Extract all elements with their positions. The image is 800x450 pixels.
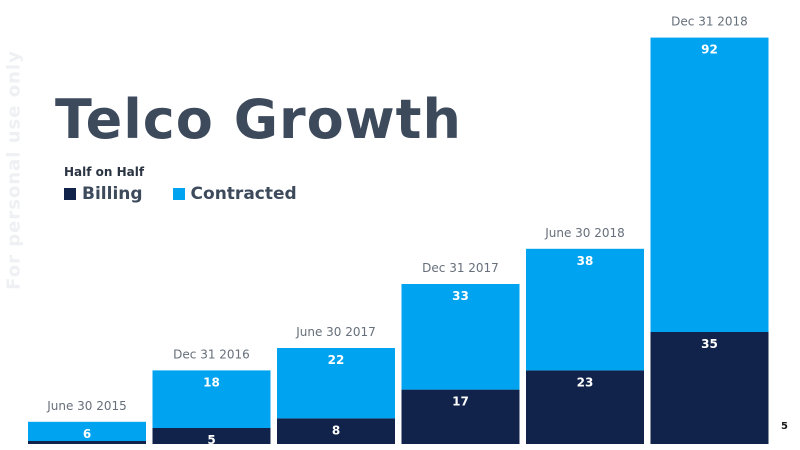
- period-label-dec-31-2016: Dec 31 2016: [173, 347, 250, 361]
- legend-item-contracted: Contracted: [172, 184, 297, 204]
- legend-swatch-contracted: [172, 188, 185, 200]
- legend-swatch-billing: [64, 188, 76, 200]
- legend-label-contracted: Contracted: [190, 184, 297, 204]
- bar-billing-june-30-2017: [277, 418, 395, 444]
- bar-billing-dec-31-2018: [650, 332, 769, 444]
- value-label-billing-june-30-2018: 23: [577, 375, 594, 389]
- legend: Billing Contracted: [64, 184, 327, 204]
- value-label-contracted-june-30-2017: 22: [328, 353, 345, 367]
- value-label-billing-dec-31-2016: 5: [207, 433, 215, 447]
- bar-contracted-dec-31-2016: [152, 370, 271, 428]
- bar-contracted-june-30-2017: [277, 348, 395, 419]
- value-label-billing-june-30-2017: 8: [332, 423, 340, 437]
- period-label-june-30-2018: June 30 2018: [544, 226, 625, 240]
- value-label-billing-dec-31-2017: 17: [452, 395, 469, 409]
- bar-billing-june-30-2015: [28, 441, 146, 444]
- bar-contracted-dec-31-2018: [650, 37, 769, 332]
- period-label-dec-31-2018: Dec 31 2018: [671, 15, 748, 29]
- legend-item-billing: Billing: [64, 184, 143, 204]
- period-label-dec-31-2017: Dec 31 2017: [422, 261, 499, 275]
- page-number: 5: [781, 421, 788, 432]
- legend-label-billing: Billing: [82, 184, 143, 204]
- period-label-june-30-2017: June 30 2017: [295, 325, 376, 339]
- bar-contracted-dec-31-2017: [401, 284, 520, 390]
- value-label-contracted-dec-31-2018: 92: [701, 43, 718, 57]
- period-label-june-30-2015: June 30 2015: [46, 399, 127, 413]
- chart-subtitle: Half on Half: [64, 165, 145, 179]
- value-label-contracted-dec-31-2016: 18: [203, 375, 220, 389]
- value-label-contracted-dec-31-2017: 33: [452, 289, 469, 303]
- bar-contracted-june-30-2015: [28, 421, 146, 441]
- value-label-contracted-june-30-2018: 38: [577, 254, 594, 268]
- bar-contracted-june-30-2018: [526, 248, 644, 371]
- bar-billing-dec-31-2017: [401, 389, 520, 444]
- bar-billing-june-30-2018: [526, 370, 644, 444]
- value-label-billing-dec-31-2018: 35: [701, 337, 718, 351]
- chart-title: Telco Growth: [55, 88, 462, 151]
- value-label-contracted-june-30-2015: 6: [83, 427, 91, 441]
- bar-billing-dec-31-2016: [152, 428, 271, 444]
